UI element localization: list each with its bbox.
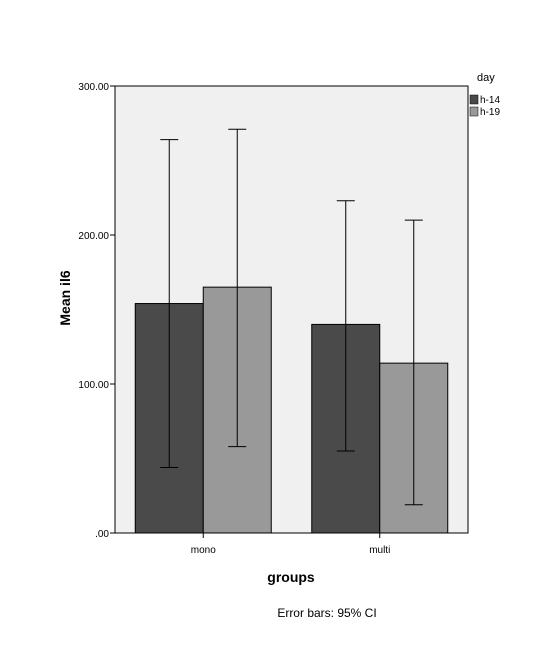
y-axis: .00 100.00 200.00 300.00 — [78, 82, 115, 540]
x-tick-label-mono: mono — [191, 545, 216, 556]
x-axis-title: groups — [267, 569, 315, 585]
y-tick-label: 100.00 — [78, 380, 109, 391]
legend: day h-14h-19 — [469, 72, 500, 118]
error-bars-layer — [160, 128, 423, 506]
y-tick-label: 200.00 — [78, 231, 109, 242]
error-bars-note: Error bars: 95% CI — [277, 606, 376, 620]
legend-title: day — [477, 72, 495, 84]
legend-label-h-19: h-19 — [480, 107, 500, 118]
y-axis-title: Mean il6 — [57, 270, 73, 325]
legend-label-h-14: h-14 — [480, 95, 500, 106]
y-tick-label: 300.00 — [78, 82, 109, 93]
legend-swatch-h-14 — [469, 94, 479, 105]
legend-swatch-h-19 — [469, 106, 479, 117]
x-tick-label-multi: multi — [369, 545, 390, 556]
y-tick-label: .00 — [95, 529, 109, 540]
x-axis: mono multi — [191, 533, 390, 556]
